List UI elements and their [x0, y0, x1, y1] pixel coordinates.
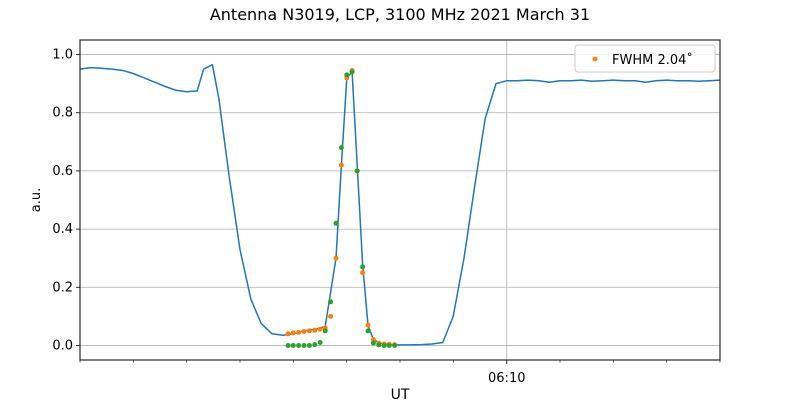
y-tick-label: 0.8 [52, 106, 73, 121]
legend-marker [592, 56, 598, 62]
series-2-point [386, 343, 392, 348]
series-2-point [376, 342, 382, 348]
series-1-point [312, 327, 318, 333]
series-1-point [333, 255, 339, 261]
series-2-point [344, 72, 350, 78]
series-2-point [381, 343, 387, 348]
series-2-point [328, 299, 334, 305]
series-2-point [365, 328, 371, 334]
series-1-point [360, 270, 366, 276]
series-2-point [360, 264, 366, 270]
series-1-point [290, 330, 296, 336]
series-2-point [296, 343, 302, 348]
series-1-point [285, 331, 291, 337]
plot-area [79, 63, 721, 348]
y-axis-label: a.u. [29, 188, 44, 212]
y-tick-label: 1.0 [52, 48, 73, 63]
series-1-point [365, 322, 371, 328]
series-2-point [306, 343, 312, 348]
x-axis-label: UT [391, 387, 410, 400]
series-2-point [290, 343, 296, 348]
y-tick-label: 0.0 [52, 338, 73, 353]
legend: FWHM 2.04˚ [574, 44, 716, 73]
series-2-point [322, 328, 328, 334]
series-2-point [285, 343, 291, 348]
chart-title: Antenna N3019, LCP, 3100 MHz 2021 March … [210, 5, 590, 24]
series-2-point [317, 340, 323, 345]
series-2-point [312, 342, 318, 348]
series-1-point [338, 162, 344, 168]
series-1-point [301, 329, 307, 334]
series-1-point [296, 329, 302, 335]
series-1-point [317, 326, 323, 332]
series-2-point [392, 343, 398, 348]
x-tick-label: 06:10 [488, 371, 525, 386]
y-tick-label: 0.6 [52, 164, 73, 179]
y-tick-label: 0.2 [52, 280, 73, 295]
legend-box [574, 44, 716, 73]
series-1-point [370, 337, 376, 343]
series-line [79, 63, 721, 346]
legend-label: FWHM 2.04˚ [612, 52, 693, 68]
y-tick-label: 0.4 [52, 222, 73, 237]
series-2-point [301, 343, 307, 348]
series-2-point [370, 340, 376, 346]
series-2-point [354, 168, 360, 174]
plot-frame [79, 39, 721, 361]
series-2-point [338, 145, 344, 151]
gridlines [80, 40, 720, 360]
series-2-point [333, 220, 339, 226]
axes: 0.0 0.2 0.4 0.6 0.8 1.0 06:10 [52, 48, 721, 386]
series-1-point [328, 313, 334, 319]
series-2-point [349, 69, 355, 75]
series-1-point [306, 328, 312, 334]
